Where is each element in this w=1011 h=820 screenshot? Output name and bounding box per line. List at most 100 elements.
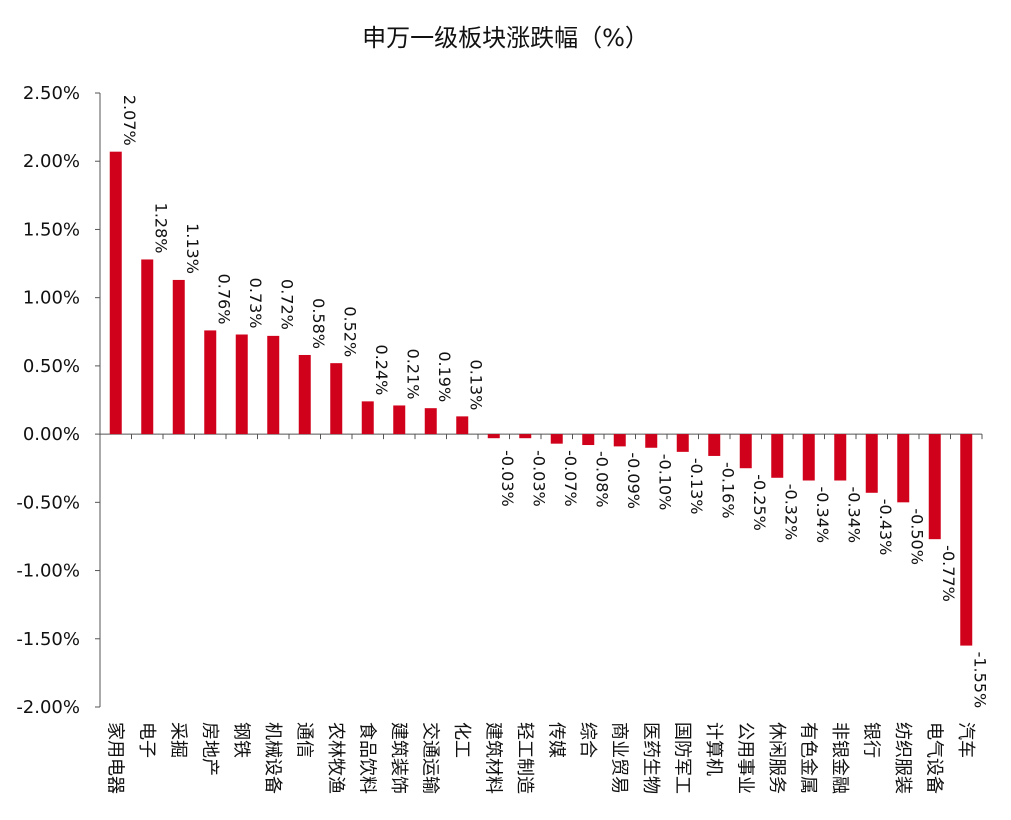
category-label: 农林牧渔 [325,722,346,794]
data-label: 0.73% [246,278,265,329]
data-label: -0.13% [687,458,706,515]
y-tick-label: 1.50% [23,219,80,240]
y-axis-ticks: 2.50% 2.00% 1.50% 1.00% 0.50% 0.00% -0.50% -1.0… [16,83,100,718]
bar [897,434,910,503]
y-tick-label: 2.00% [23,151,80,172]
data-label: -0.43% [876,499,895,556]
category-label: 家用电器 [104,722,125,794]
category-label: 计算机 [703,722,724,776]
category-label: 电气设备 [923,722,944,794]
category-label: 钢铁 [230,722,251,758]
category-label: 有色金属 [797,722,818,794]
data-label: -0.03% [498,450,517,507]
data-label: 0.21% [403,349,422,400]
category-label: 建筑装饰 [388,722,409,794]
bar [708,434,721,456]
category-label: 商业贸易 [608,722,629,794]
y-tick-label: -1.00% [16,561,80,582]
data-label: -0.07% [561,450,580,507]
data-label: -0.77% [939,545,958,602]
data-label: -0.10% [655,454,674,511]
bar [928,434,941,540]
chart-title: 申万一级板块涨跌幅（%） [362,24,649,52]
y-tick-label: -1.50% [16,629,80,650]
category-labels: 家用电器 电子 采掘 房地产 钢铁 机械设备 通信 农林牧渔 食品饮料 建筑装饰 交通运输 化工 建筑材… [104,722,976,794]
bar [739,434,752,469]
data-label: 0.19% [435,351,454,402]
bar [298,354,311,435]
category-label: 休闲服务 [766,722,787,794]
category-label: 纺织服装 [892,722,913,794]
data-label: 2.07% [120,95,139,146]
data-label: -0.50% [907,508,926,565]
bar [330,363,343,435]
bar [424,408,437,435]
category-label: 机械设备 [262,722,283,794]
bar [204,330,217,435]
bar [960,434,973,646]
bar [267,335,280,435]
data-label: 0.52% [340,306,359,357]
category-label: 化工 [451,722,472,758]
bars [109,151,973,646]
bar [519,434,532,439]
data-label: -0.34% [813,487,832,544]
data-label: -0.25% [750,474,769,531]
category-label: 食品饮料 [356,722,377,794]
y-tick-label: -2.00% [16,697,80,718]
y-tick-label: 0.50% [23,356,80,377]
bar [487,434,500,439]
category-label: 房地产 [199,722,220,776]
bar [393,405,406,435]
data-label: 0.72% [277,279,296,330]
bar [802,434,815,481]
bar [645,434,658,448]
category-label: 交通运输 [419,722,440,794]
bar [456,416,469,435]
data-label: -0.08% [592,451,611,508]
bar [235,334,248,435]
axes [99,93,983,707]
bar [834,434,847,481]
bar [361,401,374,435]
category-label: 综合 [577,722,598,758]
data-label: 0.58% [309,298,328,349]
category-label: 轻工制造 [514,722,535,794]
y-tick-label: -0.50% [16,492,80,513]
category-label: 采掘 [167,722,188,758]
category-label: 国防军工 [671,722,692,794]
data-label: -0.03% [529,450,548,507]
bar [550,434,563,444]
category-label: 银行 [860,722,881,758]
category-label: 电子 [136,722,157,758]
y-tick-label: 1.00% [23,288,80,309]
category-label: 非银金融 [829,722,850,794]
bar [582,434,595,446]
bar [613,434,626,447]
bar [172,279,185,435]
data-label: 1.13% [183,223,202,274]
bar [109,151,122,435]
data-label: -0.09% [624,452,643,509]
data-label: -0.16% [718,462,737,519]
category-label: 传媒 [545,722,566,758]
bar [141,259,154,435]
y-tick-label: 2.50% [23,83,80,104]
bar [771,434,784,478]
data-label: -1.55% [970,652,989,709]
category-label: 汽车 [955,722,976,758]
bar [865,434,878,493]
data-label: 0.24% [372,345,391,396]
data-label: -0.32% [781,484,800,541]
data-label: 0.76% [214,274,233,325]
data-labels: 2.07% 1.28% 1.13% 0.76% 0.73% 0.72% 0.58% 0.52%… [120,95,990,708]
category-label: 通信 [293,722,314,758]
data-label: -0.34% [844,487,863,544]
category-label: 医药生物 [640,722,661,794]
data-label: 0.13% [466,360,485,411]
data-label: 1.28% [151,203,170,254]
category-label: 公用事业 [734,722,755,794]
bar [676,434,689,452]
y-tick-label: 0.00% [23,424,80,445]
